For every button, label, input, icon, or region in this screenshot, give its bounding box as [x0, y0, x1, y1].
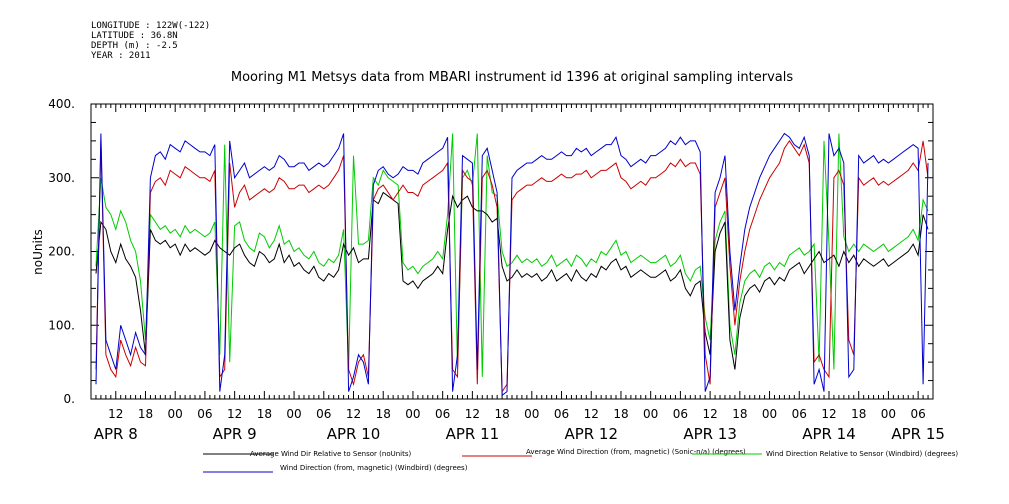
x-tick-label: 06 [316, 407, 331, 421]
day-label: APR 9 [213, 425, 257, 443]
x-tick-label: 12 [346, 407, 361, 421]
x-tick-label: 00 [286, 407, 301, 421]
data-series [95, 132, 929, 397]
legend: Average Wind Dir Relative to Sensor (noU… [203, 448, 958, 473]
x-tick-label: 06 [911, 407, 926, 421]
legend-label-2: Wind Direction Relative to Sensor (Windb… [766, 450, 958, 458]
latitude-label: LATITUDE : 36.8N [91, 31, 178, 41]
day-label: APR 13 [683, 425, 737, 443]
x-tick-label: 06 [197, 407, 212, 421]
y-axis-label: noUnits [31, 229, 45, 275]
legend-label-0: Average Wind Dir Relative to Sensor (noU… [250, 450, 411, 458]
x-tick-label: 18 [376, 407, 391, 421]
series-line-0 [95, 191, 929, 370]
x-tick-label: 00 [881, 407, 896, 421]
series-line-3 [95, 132, 929, 397]
day-label: APR 11 [446, 425, 500, 443]
x-axis-ticks: 12 18 00 06 12 18 00 06 12 18 00 06 12 18 00 06 12 18 00 06… [94, 104, 945, 443]
x-tick-label: 18 [613, 407, 628, 421]
longitude-label: LONGITUDE : 122W(-122) [91, 21, 211, 31]
y-tick-label: 0. [64, 392, 75, 406]
series-line-2 [95, 133, 929, 377]
series-line-1 [95, 140, 929, 394]
legend-label-1: Average Wind Direction (from, magnetic) … [526, 448, 746, 456]
day-label: APR 8 [94, 425, 138, 443]
x-tick-label: 12 [465, 407, 480, 421]
y-axis-ticks: 0. 100. 200. 300. 400. [48, 97, 933, 406]
x-tick-label: 12 [821, 407, 836, 421]
chart-title: Mooring M1 Metsys data from MBARI instru… [231, 70, 793, 85]
x-tick-label: 12 [108, 407, 123, 421]
x-tick-label: 06 [673, 407, 688, 421]
x-tick-label: 00 [643, 407, 658, 421]
x-tick-label: 12 [702, 407, 717, 421]
x-tick-label: 00 [405, 407, 420, 421]
legend-label-3: Wind Direction (from, magnetic) (Windbir… [280, 464, 468, 472]
day-label: APR 12 [564, 425, 618, 443]
x-tick-label: 06 [554, 407, 569, 421]
y-tick-label: 300. [48, 171, 75, 185]
x-tick-label: 18 [494, 407, 509, 421]
y-tick-label: 100. [48, 318, 75, 332]
x-tick-label: 06 [792, 407, 807, 421]
year-label: YEAR : 2011 [91, 51, 151, 61]
x-tick-label: 12 [227, 407, 242, 421]
x-tick-label: 06 [435, 407, 450, 421]
x-tick-label: 18 [138, 407, 153, 421]
y-tick-label: 200. [48, 245, 75, 259]
x-tick-label: 00 [524, 407, 539, 421]
x-tick-label: 00 [762, 407, 777, 421]
x-tick-label: 18 [257, 407, 272, 421]
x-tick-label: 18 [732, 407, 747, 421]
x-tick-label: 12 [584, 407, 599, 421]
day-label: APR 14 [802, 425, 856, 443]
day-label: APR 15 [891, 425, 945, 443]
depth-label: DEPTH (m) : -2.5 [91, 41, 178, 51]
x-tick-label: 00 [168, 407, 183, 421]
y-tick-label: 400. [48, 97, 75, 111]
day-label: APR 10 [327, 425, 381, 443]
x-tick-label: 18 [851, 407, 866, 421]
mooring-metadata: LONGITUDE : 122W(-122) LATITUDE : 36.8N … [91, 21, 210, 61]
